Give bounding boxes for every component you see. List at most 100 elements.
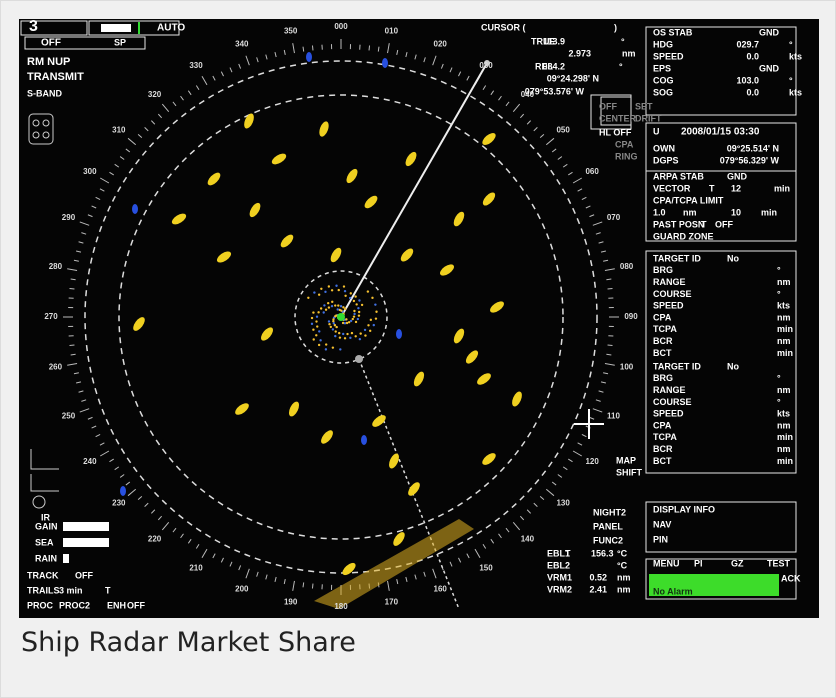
- clutter: [375, 311, 377, 313]
- screen-label: T: [565, 548, 571, 558]
- screen-label: SEA: [35, 537, 54, 547]
- screen-label: kts: [777, 409, 790, 419]
- clutter: [318, 344, 320, 346]
- clutter: [338, 332, 340, 334]
- clutter: [371, 297, 373, 299]
- clutter: [349, 297, 351, 299]
- screen-label: TCPA: [653, 324, 677, 334]
- screen-label: °: [777, 373, 781, 383]
- clutter: [334, 304, 336, 306]
- bearing-label: 110: [607, 411, 620, 420]
- clutter: [355, 321, 357, 323]
- screen-label: RM NUP: [27, 56, 70, 68]
- screen-label: °: [619, 61, 623, 71]
- clutter: [354, 335, 356, 337]
- screen-label: SPEED: [653, 409, 684, 419]
- screen-label: min: [777, 348, 793, 358]
- screen-label: °: [777, 265, 781, 275]
- screen-label: °C: [617, 548, 628, 558]
- clutter: [361, 304, 363, 306]
- screen-label: PAST POSN: [653, 219, 704, 229]
- screen-label: CPA/TCPA LIMIT: [653, 195, 724, 205]
- button-label: NIGHT2: [593, 507, 626, 517]
- clutter: [344, 290, 346, 292]
- clutter: [337, 308, 339, 310]
- bearing-tick: [71, 279, 76, 280]
- clutter: [358, 314, 360, 316]
- clutter: [331, 301, 333, 303]
- screen-label: OFF: [127, 600, 145, 610]
- screen-label: TRANSMIT: [27, 71, 84, 83]
- screen-label: SP: [114, 37, 126, 47]
- screen-label: COURSE: [653, 397, 692, 407]
- clutter: [319, 339, 321, 341]
- bearing-label: 270: [44, 312, 58, 321]
- bearing-label: 220: [148, 534, 162, 543]
- clutter: [318, 294, 320, 296]
- clutter: [369, 330, 371, 332]
- screen-label: min: [761, 207, 777, 217]
- bearing-label: 100: [620, 362, 634, 371]
- screen-label: 12: [731, 183, 741, 193]
- clutter: [358, 299, 360, 301]
- clutter: [332, 346, 334, 348]
- screen-label: ACK: [781, 573, 801, 583]
- screen-label: min: [777, 456, 793, 466]
- clutter: [359, 338, 361, 340]
- clutter: [357, 307, 359, 309]
- clutter: [353, 313, 355, 315]
- clutter: [348, 321, 350, 323]
- clutter: [320, 307, 322, 309]
- clutter: [338, 289, 340, 291]
- bearing-label: 240: [83, 457, 97, 466]
- screen-label: °: [777, 397, 781, 407]
- screen-label: PROC2: [59, 600, 90, 610]
- bearing-tick: [378, 47, 379, 52]
- screen-label: GZ: [731, 558, 744, 568]
- screen-label: COG: [653, 75, 674, 85]
- bearing-label: 020: [434, 40, 448, 49]
- clutter: [346, 322, 348, 324]
- screen-label: 113.9: [543, 36, 565, 46]
- rain-bar: [63, 554, 69, 563]
- screen-label: nm: [777, 444, 791, 454]
- clutter: [335, 285, 337, 287]
- screen-label: 1.0: [653, 207, 666, 217]
- bearing-label: 080: [620, 262, 634, 271]
- button-label: PANEL: [593, 521, 623, 531]
- screen-label: OFF: [715, 219, 733, 229]
- bearing-tick: [303, 582, 304, 587]
- screen-label: nm: [777, 312, 791, 322]
- clutter: [307, 297, 309, 299]
- screen-label: nm: [622, 48, 636, 58]
- bearing-tick: [69, 288, 74, 289]
- clutter: [328, 306, 330, 308]
- screen-label: °: [777, 289, 781, 299]
- screen-label: DISPLAY INFO: [653, 504, 715, 514]
- clutter: [332, 320, 334, 322]
- screen-label: 09°25.514' N: [727, 143, 779, 153]
- clutter: [328, 320, 330, 322]
- clutter: [344, 337, 346, 339]
- bearing-label: 130: [556, 499, 570, 508]
- screen-label: TCPA: [653, 432, 677, 442]
- bearing-tick: [369, 45, 370, 50]
- clutter: [364, 329, 366, 331]
- caption: Ship Radar Market Share: [21, 627, 356, 658]
- echo-blue: [382, 58, 388, 68]
- clutter: [311, 323, 313, 325]
- clutter: [331, 289, 333, 291]
- clutter: [375, 317, 377, 319]
- clutter: [367, 324, 369, 326]
- clutter: [324, 291, 326, 293]
- screen-label: 029.7: [736, 39, 759, 49]
- clutter: [315, 334, 317, 336]
- bearing-label: 150: [479, 563, 493, 572]
- bearing-label: 180: [334, 602, 348, 611]
- screen-label: COURSE: [653, 289, 692, 299]
- clutter: [355, 303, 357, 305]
- screen-label: kts: [789, 87, 802, 97]
- clutter: [357, 318, 359, 320]
- screen-label: nm: [777, 420, 791, 430]
- bearing-tick: [606, 354, 611, 355]
